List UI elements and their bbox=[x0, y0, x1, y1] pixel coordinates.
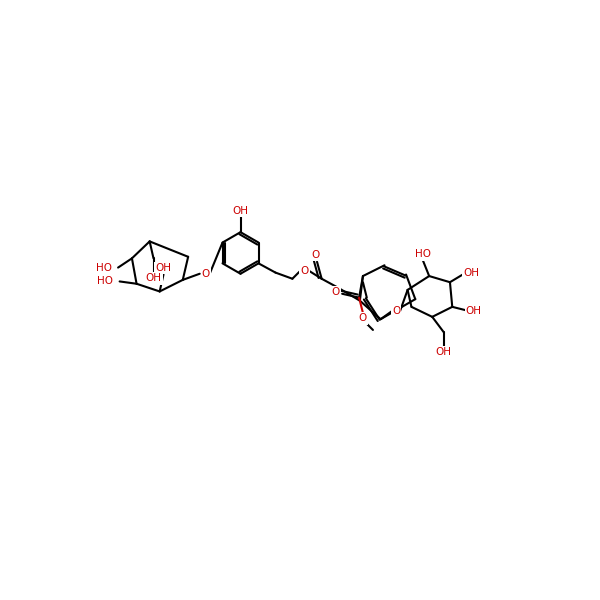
Text: OH: OH bbox=[233, 206, 248, 215]
Text: HO: HO bbox=[415, 250, 431, 259]
Text: HO: HO bbox=[96, 263, 112, 272]
Text: OH: OH bbox=[155, 263, 172, 274]
Text: HO: HO bbox=[97, 277, 113, 286]
Text: OH: OH bbox=[466, 305, 482, 316]
Text: OH: OH bbox=[146, 274, 161, 283]
Text: OH: OH bbox=[464, 268, 479, 278]
Text: OH: OH bbox=[436, 347, 452, 357]
Text: O: O bbox=[311, 250, 320, 260]
Text: O: O bbox=[202, 269, 210, 279]
Text: O: O bbox=[392, 307, 400, 316]
Text: O: O bbox=[301, 266, 309, 276]
Text: O: O bbox=[332, 287, 340, 297]
Text: O: O bbox=[359, 313, 367, 323]
